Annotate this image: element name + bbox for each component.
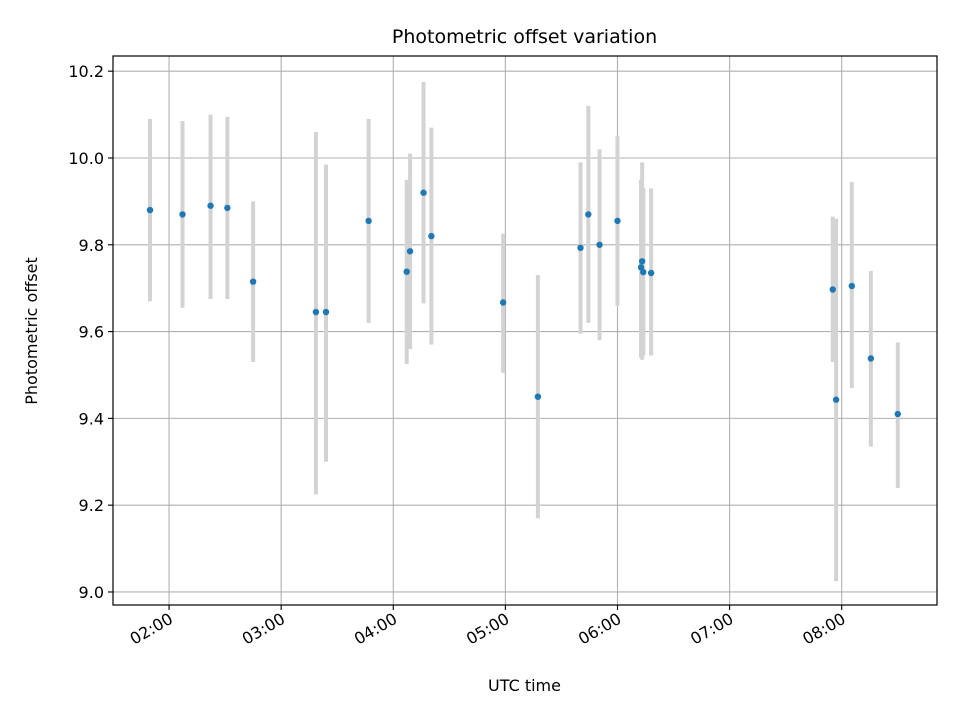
grid-layer — [113, 56, 937, 605]
data-point — [867, 355, 875, 362]
y-tick-label: 9.0 — [79, 583, 104, 602]
data-point — [577, 244, 584, 252]
y-tick-label: 9.6 — [79, 323, 104, 342]
data-point — [224, 204, 231, 212]
data-point — [146, 206, 154, 214]
y-tick-label: 9.8 — [79, 236, 104, 255]
point-layer — [146, 189, 901, 418]
data-point — [312, 308, 320, 316]
y-axis-ticks: 9.0 9.2 9.4 9.6 9.8 10.0 10.2 — [68, 62, 113, 602]
data-point — [534, 393, 542, 400]
data-point — [832, 396, 840, 403]
data-point — [322, 308, 330, 316]
data-point — [596, 241, 603, 248]
data-point — [179, 211, 186, 218]
y-tick-label: 9.2 — [79, 496, 104, 515]
data-point — [829, 286, 836, 293]
chart-title: Photometric offset variation — [392, 26, 657, 48]
x-axis-label: UTC time — [488, 676, 561, 695]
data-point — [406, 248, 414, 255]
data-point — [249, 278, 257, 285]
data-point — [848, 282, 855, 290]
data-point — [499, 299, 507, 306]
data-point — [403, 268, 410, 275]
data-point — [585, 211, 592, 218]
plot-frame — [112, 55, 938, 606]
data-point — [894, 410, 901, 418]
y-tick-label: 10.2 — [68, 62, 104, 81]
data-point — [614, 217, 621, 225]
y-axis-label: Photometric offset — [22, 257, 41, 405]
data-point — [640, 268, 647, 276]
data-point — [420, 189, 427, 196]
data-point — [428, 232, 435, 240]
data-point — [638, 258, 646, 265]
data-point — [207, 202, 214, 209]
data-point — [647, 269, 655, 277]
data-point — [365, 217, 372, 225]
y-tick-label: 10.0 — [68, 149, 104, 168]
data-point — [637, 264, 645, 271]
y-tick-label: 9.4 — [79, 409, 104, 428]
